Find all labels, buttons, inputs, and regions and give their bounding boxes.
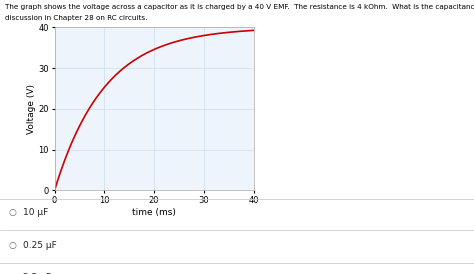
Text: 10 μF: 10 μF bbox=[23, 208, 48, 217]
Text: ●: ● bbox=[9, 273, 17, 274]
Text: 0.25 μF: 0.25 μF bbox=[23, 241, 56, 250]
Text: discussion in Chapter 28 on RC circuits.: discussion in Chapter 28 on RC circuits. bbox=[5, 15, 147, 21]
Text: ○: ○ bbox=[9, 241, 17, 250]
X-axis label: time (ms): time (ms) bbox=[132, 208, 176, 217]
Text: 2.5 μF: 2.5 μF bbox=[23, 273, 51, 274]
Text: ○: ○ bbox=[9, 208, 17, 217]
Text: The graph shows the voltage across a capacitor as it is charged by a 40 V EMF.  : The graph shows the voltage across a cap… bbox=[5, 4, 474, 10]
Y-axis label: Voltage (V): Voltage (V) bbox=[27, 84, 36, 134]
